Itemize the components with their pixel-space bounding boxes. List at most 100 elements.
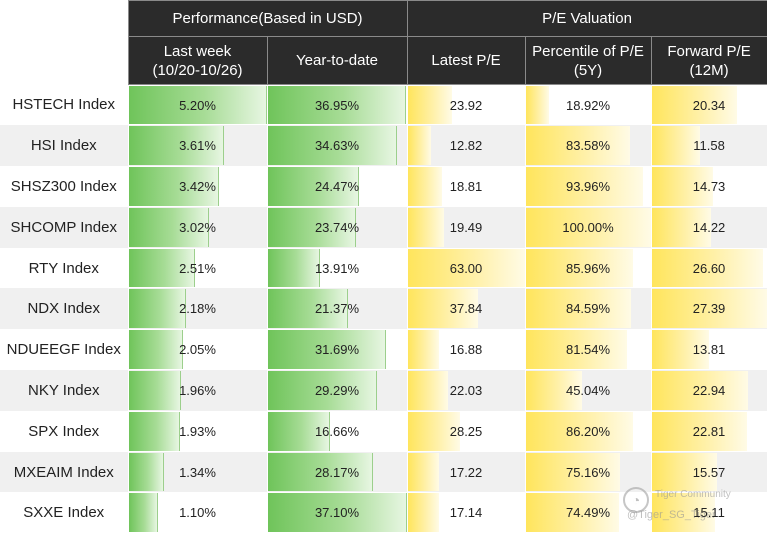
- pe-percentile-bar: [525, 289, 632, 329]
- ytd-cell: 37.10%: [267, 492, 408, 533]
- last-week-value: 1.93%: [179, 423, 216, 439]
- latest-pe-cell: 23.92: [407, 84, 526, 126]
- pe-percentile-value: 100.00%: [562, 219, 614, 235]
- pe-percentile-value: 18.92%: [565, 97, 611, 113]
- index-name-cell: NDX Index: [0, 288, 129, 330]
- latest-pe-cell: 28.25: [407, 410, 526, 452]
- last-week-bar: [128, 371, 181, 410]
- table-row: NKY Index 1.96% 29.29% 22.03 45.04% 22.94: [0, 370, 767, 411]
- table-row: HSI Index 3.61% 34.63% 12.82 83.58% 11.58: [0, 125, 767, 167]
- ytd-value: 23.74%: [314, 219, 360, 235]
- last-week-value: 3.61%: [179, 138, 216, 154]
- forward-pe-bar: [651, 371, 748, 410]
- latest-pe-value: 19.49: [449, 219, 483, 235]
- pe-percentile-period: (5Y): [573, 61, 603, 79]
- forward-pe-bar: [651, 86, 737, 125]
- last-week-header: Last week (10/20-10/26): [127, 36, 268, 85]
- index-name-cell: SXXE Index: [0, 492, 129, 533]
- latest-pe-cell: 16.88: [407, 329, 526, 371]
- latest-pe-bar: [407, 248, 525, 288]
- table-row: HSTECH Index 5.20% 36.95% 23.92 18.92% 20.34: [0, 84, 767, 126]
- table-body: HSTECH Index 5.20% 36.95% 23.92 18.92% 20.34 H…: [0, 84, 767, 533]
- table-row: MXEAIM Index 1.34% 28.17% 17.22 75.16% 15.57: [0, 451, 767, 493]
- latest-pe-value: 17.14: [449, 505, 483, 521]
- latest-pe-value: 23.92: [449, 97, 483, 113]
- forward-pe-cell: 26.60: [651, 247, 767, 289]
- last-week-bar: [128, 289, 187, 329]
- latest-pe-value: 28.25: [449, 423, 483, 439]
- latest-pe-cell: 19.49: [407, 206, 526, 248]
- latest-pe-bar: [407, 411, 460, 451]
- last-week-value: 2.18%: [179, 301, 216, 317]
- pe-percentile-bar: [525, 411, 634, 451]
- latest-pe-cell: 63.00: [407, 247, 526, 289]
- ytd-cell: 36.95%: [267, 84, 408, 126]
- pe-percentile-value: 86.20%: [565, 423, 611, 439]
- forward-pe-value: 14.22: [692, 219, 726, 235]
- forward-pe-value: 15.11: [693, 505, 725, 521]
- index-name-cell: HSI Index: [0, 125, 129, 167]
- pe-percentile-cell: 93.96%: [525, 166, 652, 207]
- pe-percentile-cell: 18.92%: [525, 84, 652, 126]
- ytd-cell: 13.91%: [267, 247, 408, 289]
- ytd-value: 16.66%: [314, 423, 360, 439]
- last-week-cell: 3.42%: [128, 166, 268, 207]
- table-row: SPX Index 1.93% 16.66% 28.25 86.20% 22.81: [0, 410, 767, 452]
- table-row: SHSZ300 Index 3.42% 24.47% 18.81 93.96% 14.73: [0, 166, 767, 207]
- pe-percentile-value: 84.59%: [565, 301, 611, 317]
- pe-percentile-cell: 85.96%: [525, 247, 652, 289]
- forward-pe-bar: [651, 452, 717, 492]
- ytd-cell: 23.74%: [267, 206, 408, 248]
- latest-pe-cell: 17.14: [407, 492, 526, 533]
- pe-percentile-cell: 86.20%: [525, 410, 652, 452]
- latest-pe-value: 18.81: [449, 178, 483, 194]
- index-name-cell: SHSZ300 Index: [0, 166, 129, 207]
- ytd-value: 28.17%: [314, 464, 360, 480]
- watermark-name: Tiger Community: [655, 489, 731, 500]
- forward-pe-cell: 13.81: [651, 329, 767, 371]
- pe-valuation-group-header: P/E Valuation: [406, 0, 767, 37]
- forward-pe-value: 26.60: [692, 260, 726, 276]
- pe-percentile-bar: [525, 248, 634, 288]
- latest-pe-cell: 22.03: [407, 370, 526, 411]
- ytd-bar: [267, 248, 320, 288]
- ytd-cell: 16.66%: [267, 410, 408, 452]
- ytd-bar: [267, 493, 407, 533]
- pe-percentile-bar: [525, 371, 582, 410]
- pe-percentile-cell: 45.04%: [525, 370, 652, 411]
- pe-percentile-cell: 84.59%: [525, 288, 652, 330]
- latest-pe-value: 22.03: [449, 382, 483, 398]
- forward-pe-label: Forward P/E: [667, 42, 751, 60]
- ytd-value: 13.91%: [314, 260, 360, 276]
- last-week-cell: 2.05%: [128, 329, 268, 371]
- latest-pe-value: 12.82: [449, 138, 483, 154]
- latest-pe-value: 37.84: [449, 301, 483, 317]
- last-week-cell: 1.34%: [128, 451, 268, 493]
- ytd-bar: [267, 411, 330, 451]
- last-week-value: 3.42%: [179, 178, 216, 194]
- last-week-bar: [128, 493, 158, 533]
- last-week-bar: [128, 86, 267, 125]
- latest-pe-cell: 37.84: [407, 288, 526, 330]
- latest-pe-value: 16.88: [449, 342, 483, 358]
- pe-percentile-value: 85.96%: [565, 260, 611, 276]
- ytd-header: Year-to-date: [266, 36, 408, 85]
- last-week-cell: 3.61%: [128, 125, 268, 167]
- latest-pe-header: Latest P/E: [406, 36, 526, 85]
- index-name-cell: MXEAIM Index: [0, 451, 129, 493]
- forward-pe-cell: 15.57: [651, 451, 767, 493]
- forward-pe-value: 22.81: [692, 423, 726, 439]
- forward-pe-value: 13.81: [692, 342, 726, 358]
- table-row: SXXE Index 1.10% 37.10% 17.14 74.49% 15.11: [0, 492, 767, 533]
- forward-pe-period: (12M): [689, 61, 729, 79]
- last-week-bar: [128, 330, 183, 370]
- forward-pe-bar: [651, 411, 748, 451]
- forward-pe-bar: [651, 493, 715, 533]
- pe-percentile-bar: [525, 167, 644, 206]
- latest-pe-cell: 18.81: [407, 166, 526, 207]
- ytd-value: 31.69%: [314, 342, 360, 358]
- forward-pe-cell: 14.22: [651, 206, 767, 248]
- pe-percentile-value: 81.54%: [565, 342, 611, 358]
- watermark: ◔ Tiger Community @Tiger_SG_Tiger: [623, 487, 753, 523]
- pe-percentile-cell: 100.00%: [525, 206, 652, 248]
